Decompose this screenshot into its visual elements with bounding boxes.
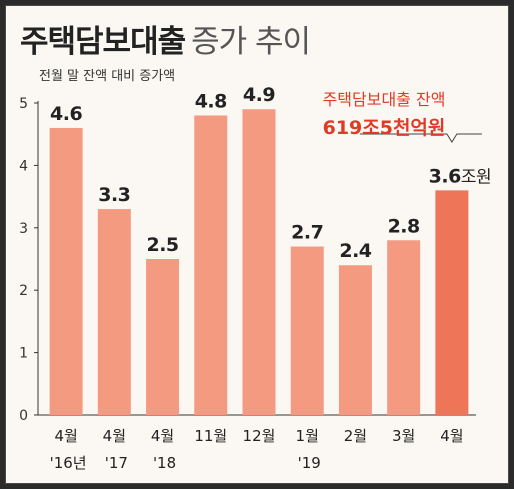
bar [338, 265, 372, 415]
callout-pointer [359, 133, 482, 143]
x-tick-label: 11월 [194, 427, 227, 445]
y-tick-label: 1 [19, 346, 28, 362]
x-tick-year-label: '19 [298, 454, 321, 472]
chart-frame: 주택담보대출 증가 추이 전월 말 잔액 대비 증가액 0 1 2 3 4 5 4.6 4월 '16… [5, 5, 509, 484]
chart-title: 주택담보대출 증가 추이 [20, 16, 311, 61]
bar [97, 209, 131, 415]
bar-value-label: 3.3 [98, 184, 130, 206]
balance-callout: 주택담보대출 잔액 619조5천억원 [284, 86, 484, 140]
bar-value-unit: 조원 [461, 167, 491, 187]
bar [194, 115, 228, 415]
bar-value-label: 4.9 [243, 84, 275, 106]
bar [435, 190, 469, 415]
callout-label: 주택담보대출 잔액 [322, 90, 446, 109]
bar-value-label: 3.6조원 [429, 165, 491, 187]
y-tick-label: 4 [19, 158, 28, 174]
x-tick-label: 1월 [296, 427, 319, 445]
x-tick-label: 4월 [151, 427, 174, 445]
y-axis-label: 전월 말 잔액 대비 증가액 [39, 69, 175, 84]
x-tick-label: 2월 [344, 427, 367, 445]
bar [290, 246, 324, 415]
y-tick-label: 0 [19, 408, 28, 424]
bar-value-label: 4.8 [195, 90, 227, 112]
title-main: 주택담보대출 [20, 24, 186, 60]
bar-value-label: 2.4 [339, 240, 371, 262]
bar [242, 109, 276, 416]
x-tick-label: 4월 [440, 427, 463, 445]
x-tick-label: 4월 [54, 427, 77, 445]
x-tick-year-label: '18 [153, 454, 176, 472]
bar-value-label: 2.5 [146, 234, 178, 256]
bar-value-label: 2.8 [388, 215, 420, 237]
bar-value-label: 2.7 [291, 222, 323, 244]
title-sub: 증가 추이 [191, 24, 311, 60]
x-tick-label: 4월 [103, 427, 126, 445]
y-tick-label: 3 [19, 221, 28, 237]
bar [49, 127, 83, 416]
y-tick-label: 2 [19, 283, 28, 299]
x-tick-label: 3월 [392, 427, 415, 445]
x-tick-label: 12월 [243, 427, 276, 445]
bar-chart: 전월 말 잔액 대비 증가액 0 1 2 3 4 5 4.6 4월 '16년 3.3 4월 '17 2.5… [19, 69, 492, 472]
bar [146, 259, 180, 415]
y-tick-label: 5 [19, 96, 28, 112]
x-tick-year-label: '16년 [50, 454, 87, 472]
callout-value: 619조5천억원 [322, 117, 446, 139]
bar [387, 240, 421, 415]
bar-value-label: 4.6 [50, 103, 82, 125]
x-tick-year-label: '17 [105, 454, 128, 472]
